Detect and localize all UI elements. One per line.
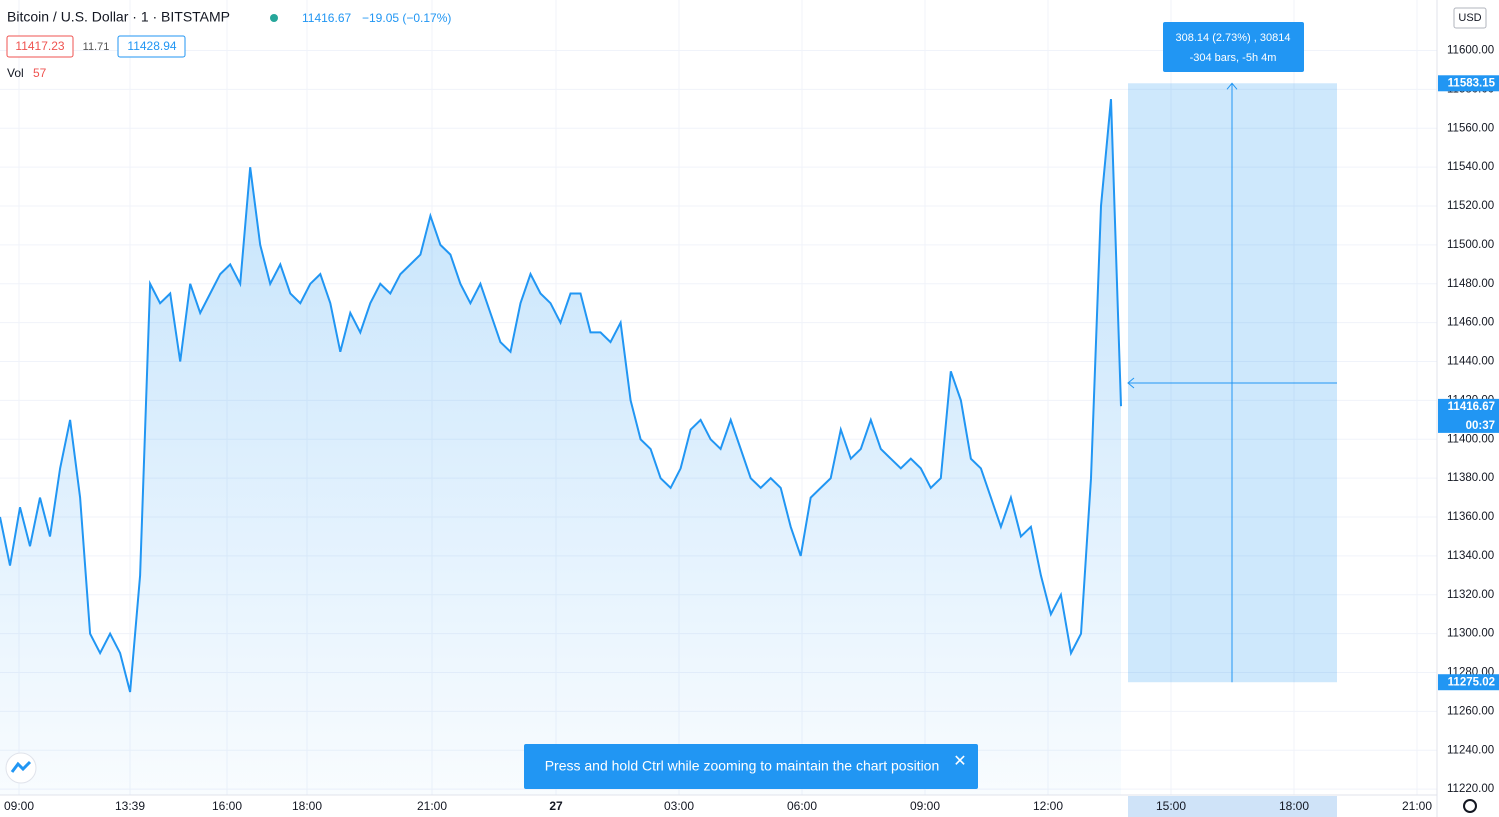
measure-tooltip [1163, 22, 1304, 72]
currency[interactable]: USD [1458, 12, 1481, 24]
y-tick-label: 11440.00 [1447, 356, 1494, 368]
measure-line1: 308.14 (2.73%) , 30814 [1176, 32, 1291, 44]
x-tick-label: 27 [549, 799, 563, 813]
y-tick-label: 11520.00 [1447, 200, 1494, 212]
y-tick-label: 11220.00 [1447, 783, 1494, 795]
toast-close[interactable]: ✕ [953, 753, 966, 770]
y-tick-label: 11460.00 [1447, 317, 1494, 329]
x-tick-label: 21:00 [417, 799, 447, 813]
countdown: 00:37 [1466, 420, 1495, 432]
y-tick-label: 11480.00 [1447, 278, 1494, 290]
y-tick-label: 11340.00 [1447, 550, 1494, 562]
measure-line2: -304 bars, -5h 4m [1190, 52, 1277, 64]
current-label: 11416.67 [1448, 401, 1495, 413]
ask-box[interactable] [117, 35, 186, 58]
y-tick-label: 11260.00 [1447, 705, 1494, 717]
time-axis-highlight [1128, 796, 1337, 817]
symbol[interactable]: Bitcoin / U.S. Dollar · 1 · BITSTAMP [7, 9, 230, 25]
spread: 11.71 [83, 41, 110, 53]
y-tick-label: 11540.00 [1447, 161, 1494, 173]
measure-arrow [1226, 82, 1238, 90]
y-tick-label: 11360.00 [1447, 511, 1494, 523]
volume-value: 57 [33, 66, 47, 80]
y-tick-label: 11320.00 [1447, 589, 1494, 601]
currency-box[interactable] [1453, 7, 1487, 29]
volume-label: Vol [7, 66, 24, 80]
y-tick-label: 11300.00 [1447, 628, 1494, 640]
logo-icon [10, 760, 32, 773]
x-tick-label: 03:00 [664, 799, 694, 813]
x-tick-label: 16:00 [212, 799, 242, 813]
x-tick-label: 06:00 [787, 799, 817, 813]
x-tick-label: 13:39 [115, 799, 145, 813]
high-label: 11583.15 [1448, 77, 1496, 89]
x-tick-label: 21:00 [1402, 799, 1432, 813]
x-tick-label: 18:00 [292, 799, 322, 813]
x-tick-label: 15:00 [1156, 799, 1186, 813]
y-tick-label: 11400.00 [1447, 433, 1494, 445]
current-bg [1438, 398, 1499, 433]
measure-arrow-left [1127, 377, 1135, 389]
change: −19.05 (−0.17%) [362, 11, 451, 25]
y-tick-label: 11560.00 [1447, 122, 1494, 134]
y-tick-label: 11500.00 [1447, 239, 1494, 251]
x-tick-label: 09:00 [910, 799, 940, 813]
toast-text: Press and hold Ctrl while zooming to mai… [545, 758, 940, 774]
settings[interactable] [1463, 799, 1477, 813]
low-label: 11275.02 [1448, 676, 1495, 688]
bid-box[interactable] [6, 35, 74, 58]
status-dot [270, 14, 278, 22]
x-tick-label: 18:00 [1279, 799, 1309, 813]
x-tick-label: 12:00 [1033, 799, 1063, 813]
y-tick-label: 11240.00 [1447, 744, 1494, 756]
y-tick-label: 11600.00 [1447, 45, 1494, 57]
low-label-bg [1438, 674, 1499, 691]
bid[interactable]: 11417.23 [15, 39, 64, 53]
x-tick-label: 09:00 [4, 799, 34, 813]
toast [524, 744, 978, 789]
last-price: 11416.67 [302, 11, 351, 25]
ask[interactable]: 11428.94 [127, 39, 176, 53]
price-line [0, 99, 1122, 693]
price-area [0, 99, 1121, 796]
y-tick-label: 11380.00 [1447, 472, 1494, 484]
high-label-bg [1438, 75, 1499, 92]
